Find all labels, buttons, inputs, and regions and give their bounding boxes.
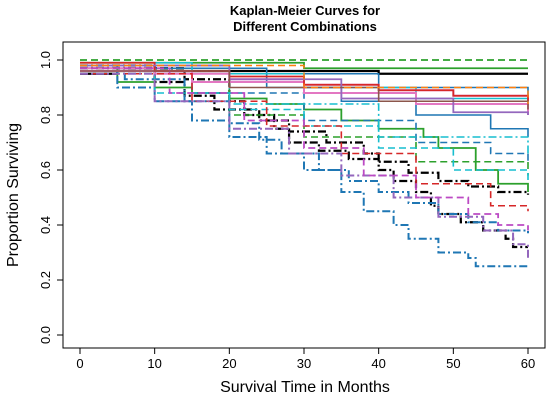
y-tick-label: 0.8 — [38, 106, 53, 124]
chart-title-line-2: Different Combinations — [233, 19, 377, 34]
y-axis: 0.0 0.2 0.4 0.6 0.8 1.0 — [38, 51, 64, 344]
x-tick-label: 30 — [297, 356, 311, 371]
survival-curve-1 — [80, 69, 528, 75]
x-tick-label: 50 — [446, 356, 460, 371]
survival-curve-5 — [80, 67, 529, 192]
survival-curve-24 — [80, 64, 529, 104]
survival-curve-20 — [80, 64, 529, 115]
x-tick-label: 60 — [521, 356, 535, 371]
x-tick-label: 40 — [371, 356, 385, 371]
x-tick-label: 0 — [76, 356, 83, 371]
survival-curve-8 — [80, 64, 528, 268]
series-layer — [80, 59, 530, 268]
chart-title-line-1: Kaplan-Meier Curves for — [230, 3, 380, 18]
y-tick-label: 0.2 — [38, 271, 53, 289]
survival-curve-3 — [80, 64, 530, 195]
y-tick-label: 0.6 — [38, 161, 53, 179]
survival-curve-21 — [80, 72, 529, 258]
x-axis-label: Survival Time in Months — [220, 379, 390, 396]
y-tick-label: 0.4 — [38, 216, 53, 234]
survival-curve-22 — [80, 67, 529, 231]
x-tick-label: 10 — [147, 356, 161, 371]
x-tick-label: 20 — [222, 356, 236, 371]
y-tick-label: 1.0 — [38, 51, 53, 69]
y-axis-label: Proportion Surviving — [5, 123, 22, 267]
x-axis: 0 10 20 30 40 50 60 — [76, 347, 535, 371]
plot-area — [62, 41, 546, 349]
y-tick-label: 0.0 — [38, 326, 53, 344]
